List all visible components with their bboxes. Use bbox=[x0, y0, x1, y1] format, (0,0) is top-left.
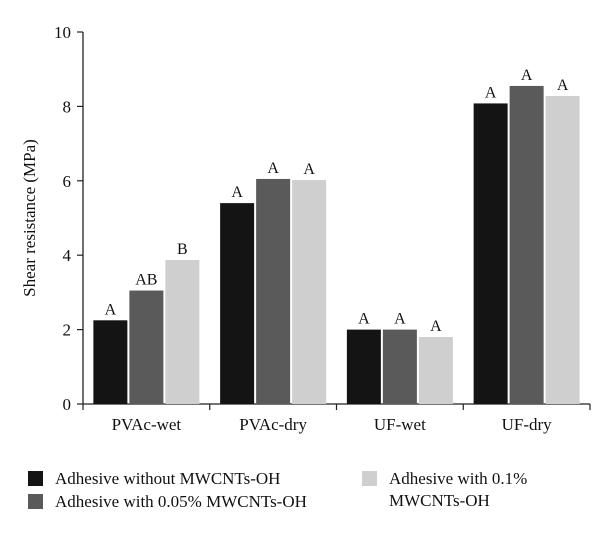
bar bbox=[418, 337, 453, 404]
bar bbox=[220, 203, 255, 404]
legend-item-without: Adhesive without MWCNTs-OH bbox=[28, 468, 358, 490]
bar bbox=[129, 290, 164, 404]
bar-significance-label: A bbox=[430, 318, 442, 335]
bar-significance-label: AB bbox=[135, 272, 157, 289]
bars bbox=[93, 85, 580, 404]
bar-significance-label: A bbox=[267, 160, 279, 177]
legend-label: Adhesive with 0.1% MWCNTs-OH bbox=[389, 469, 528, 510]
y-axis-label: Shear resistance (MPa) bbox=[20, 139, 39, 297]
x-tick-label: PVAc-wet bbox=[112, 415, 182, 434]
legend-swatch bbox=[28, 471, 43, 486]
bar-significance-label: A bbox=[303, 161, 315, 178]
legend-label: Adhesive with 0.05% MWCNTs-OH bbox=[55, 492, 307, 511]
bar-chart: 0 2 4 6 8 10 PVAc-wet PVAc-dry UF-wet UF-dry A AB B… bbox=[20, 23, 591, 434]
x-tick-label: UF-wet bbox=[374, 415, 426, 434]
bar-significance-label: A bbox=[231, 184, 243, 201]
x-tick-label: UF-dry bbox=[502, 415, 553, 434]
y-tick-label: 6 bbox=[63, 172, 72, 191]
bar-significance-label: A bbox=[394, 311, 406, 328]
x-tick-label: PVAc-dry bbox=[239, 415, 307, 434]
y-tick-label: 0 bbox=[63, 395, 72, 414]
legend-swatch bbox=[28, 494, 43, 509]
y-tick-label: 4 bbox=[63, 246, 72, 265]
y-tick-label: 10 bbox=[54, 23, 71, 42]
legend-item-01: Adhesive with 0.1% MWCNTs-OH bbox=[362, 468, 537, 512]
bar bbox=[473, 103, 508, 404]
bar-significance-label: B bbox=[177, 241, 188, 258]
bar bbox=[509, 85, 544, 404]
legend-item-005: Adhesive with 0.05% MWCNTs-OH bbox=[28, 491, 368, 513]
bar-significance-label: A bbox=[358, 311, 370, 328]
bar bbox=[93, 320, 128, 404]
legend-label: Adhesive without MWCNTs-OH bbox=[55, 469, 281, 488]
bar bbox=[165, 260, 200, 404]
bar-significance-label: A bbox=[521, 67, 533, 84]
y-tick-label: 8 bbox=[63, 97, 72, 116]
bar-significance-label: A bbox=[485, 84, 497, 101]
bar bbox=[346, 329, 381, 404]
bar bbox=[545, 95, 580, 404]
bar bbox=[382, 329, 417, 404]
legend-swatch bbox=[362, 471, 377, 486]
bar-labels: A AB B A A A A A A A A A bbox=[105, 67, 569, 335]
axes: 0 2 4 6 8 10 PVAc-wet PVAc-dry UF-wet UF-dry bbox=[54, 23, 591, 434]
y-tick-label: 2 bbox=[63, 321, 72, 340]
bar-significance-label: A bbox=[557, 77, 569, 94]
bar-significance-label: A bbox=[105, 301, 117, 318]
bar bbox=[292, 180, 327, 404]
bar bbox=[256, 178, 291, 404]
